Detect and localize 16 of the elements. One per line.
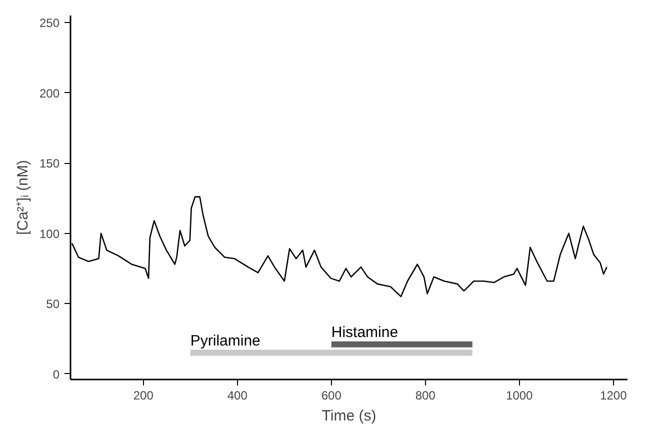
- x-axis-title: Time (s): [322, 408, 376, 424]
- x-tick-label: 1000: [506, 388, 534, 402]
- series-label: Histamine: [331, 324, 398, 341]
- y-axis-title: [Ca²⁺]ᵢ (nM): [14, 160, 32, 235]
- x-tick-label: 200: [133, 388, 154, 402]
- y-tick-label: 0: [52, 367, 60, 382]
- x-tick-label: 600: [321, 388, 342, 402]
- x-tick-label: 400: [227, 388, 248, 402]
- y-tick-label: 50: [46, 297, 60, 312]
- series-label: Pyrilamine: [190, 332, 260, 350]
- y-tick-label: 200: [39, 86, 60, 100]
- y-tick-label: 150: [39, 156, 60, 171]
- x-tick-label: 1200: [600, 388, 628, 402]
- y-tick-label: 100: [39, 226, 60, 241]
- x-tick-label: 800: [415, 388, 436, 402]
- y-tick-label: 250: [39, 16, 60, 30]
